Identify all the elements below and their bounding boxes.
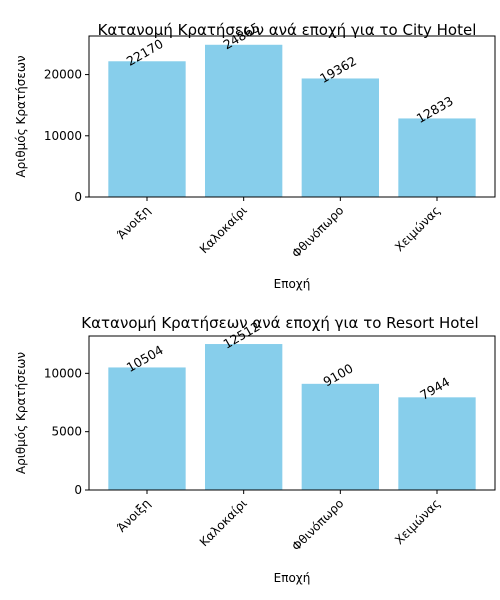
city-hotel-x-tick-label-1: Καλοκαίρι xyxy=(197,203,250,256)
city-hotel-bars xyxy=(108,44,476,197)
resort-hotel-y-tick-label-1: 5000 xyxy=(51,425,82,439)
city-hotel-y-tick-label-0: 0 xyxy=(74,190,82,204)
resort-hotel-bar-0 xyxy=(108,367,186,490)
resort-hotel-x-tick-label-1: Καλοκαίρι xyxy=(197,496,250,549)
city-hotel-chart-title: Κατανομή Κρατήσεων ανά εποχή για το City… xyxy=(98,21,477,39)
resort-hotel-y-tick-label-2: 10000 xyxy=(44,366,82,380)
resort-hotel-bar-1 xyxy=(205,344,283,490)
resort-hotel-chart-title: Κατανομή Κρατήσεων ανά εποχή για το Reso… xyxy=(81,314,478,332)
city-hotel-y-ticks: 0 10000 20000 xyxy=(44,68,89,204)
city-hotel-y-axis-label: Αριθμός Κρατήσεων xyxy=(14,55,28,177)
resort-hotel-x-tick-label-0: Άνοιξη xyxy=(114,496,153,535)
resort-hotel-x-tick-label-2: Φθινόπωρο xyxy=(289,496,346,553)
resort-hotel-y-tick-label-0: 0 xyxy=(74,483,82,497)
city-hotel-x-ticks: Άνοιξη Καλοκαίρι Φθινόπωρο Χειμώνας xyxy=(114,197,443,261)
resort-hotel-x-tick-label-3: Χειμώνας xyxy=(392,496,443,547)
resort-hotel-plot-frame xyxy=(88,335,496,491)
city-hotel-x-tick-label-3: Χειμώνας xyxy=(392,203,443,254)
city-hotel-bar-3 xyxy=(398,118,476,197)
resort-hotel-bar-3 xyxy=(398,397,476,490)
resort-hotel-y-ticks: 0 5000 10000 xyxy=(44,366,89,497)
resort-hotel-bar-2 xyxy=(301,383,379,490)
city-hotel-y-tick-label-1: 10000 xyxy=(44,129,82,143)
resort-hotel-bars xyxy=(108,344,476,490)
resort-hotel-x-ticks: Άνοιξη Καλοκαίρι Φθινόπωρο Χειμώνας xyxy=(114,490,443,554)
city-hotel-bar-1 xyxy=(205,44,283,197)
city-hotel-y-tick-label-2: 20000 xyxy=(44,68,82,82)
city-hotel-bar-2 xyxy=(301,78,379,197)
city-hotel-plot-frame xyxy=(88,35,496,198)
city-hotel-x-tick-label-2: Φθινόπωρο xyxy=(289,203,346,260)
city-hotel-bar-0 xyxy=(108,61,186,197)
city-hotel-x-axis-label: Εποχή xyxy=(274,277,311,291)
resort-hotel-y-axis-label: Αριθμός Κρατήσεων xyxy=(14,352,28,474)
city-hotel-x-tick-label-0: Άνοιξη xyxy=(114,203,153,242)
resort-hotel-x-axis-label: Εποχή xyxy=(274,571,311,585)
